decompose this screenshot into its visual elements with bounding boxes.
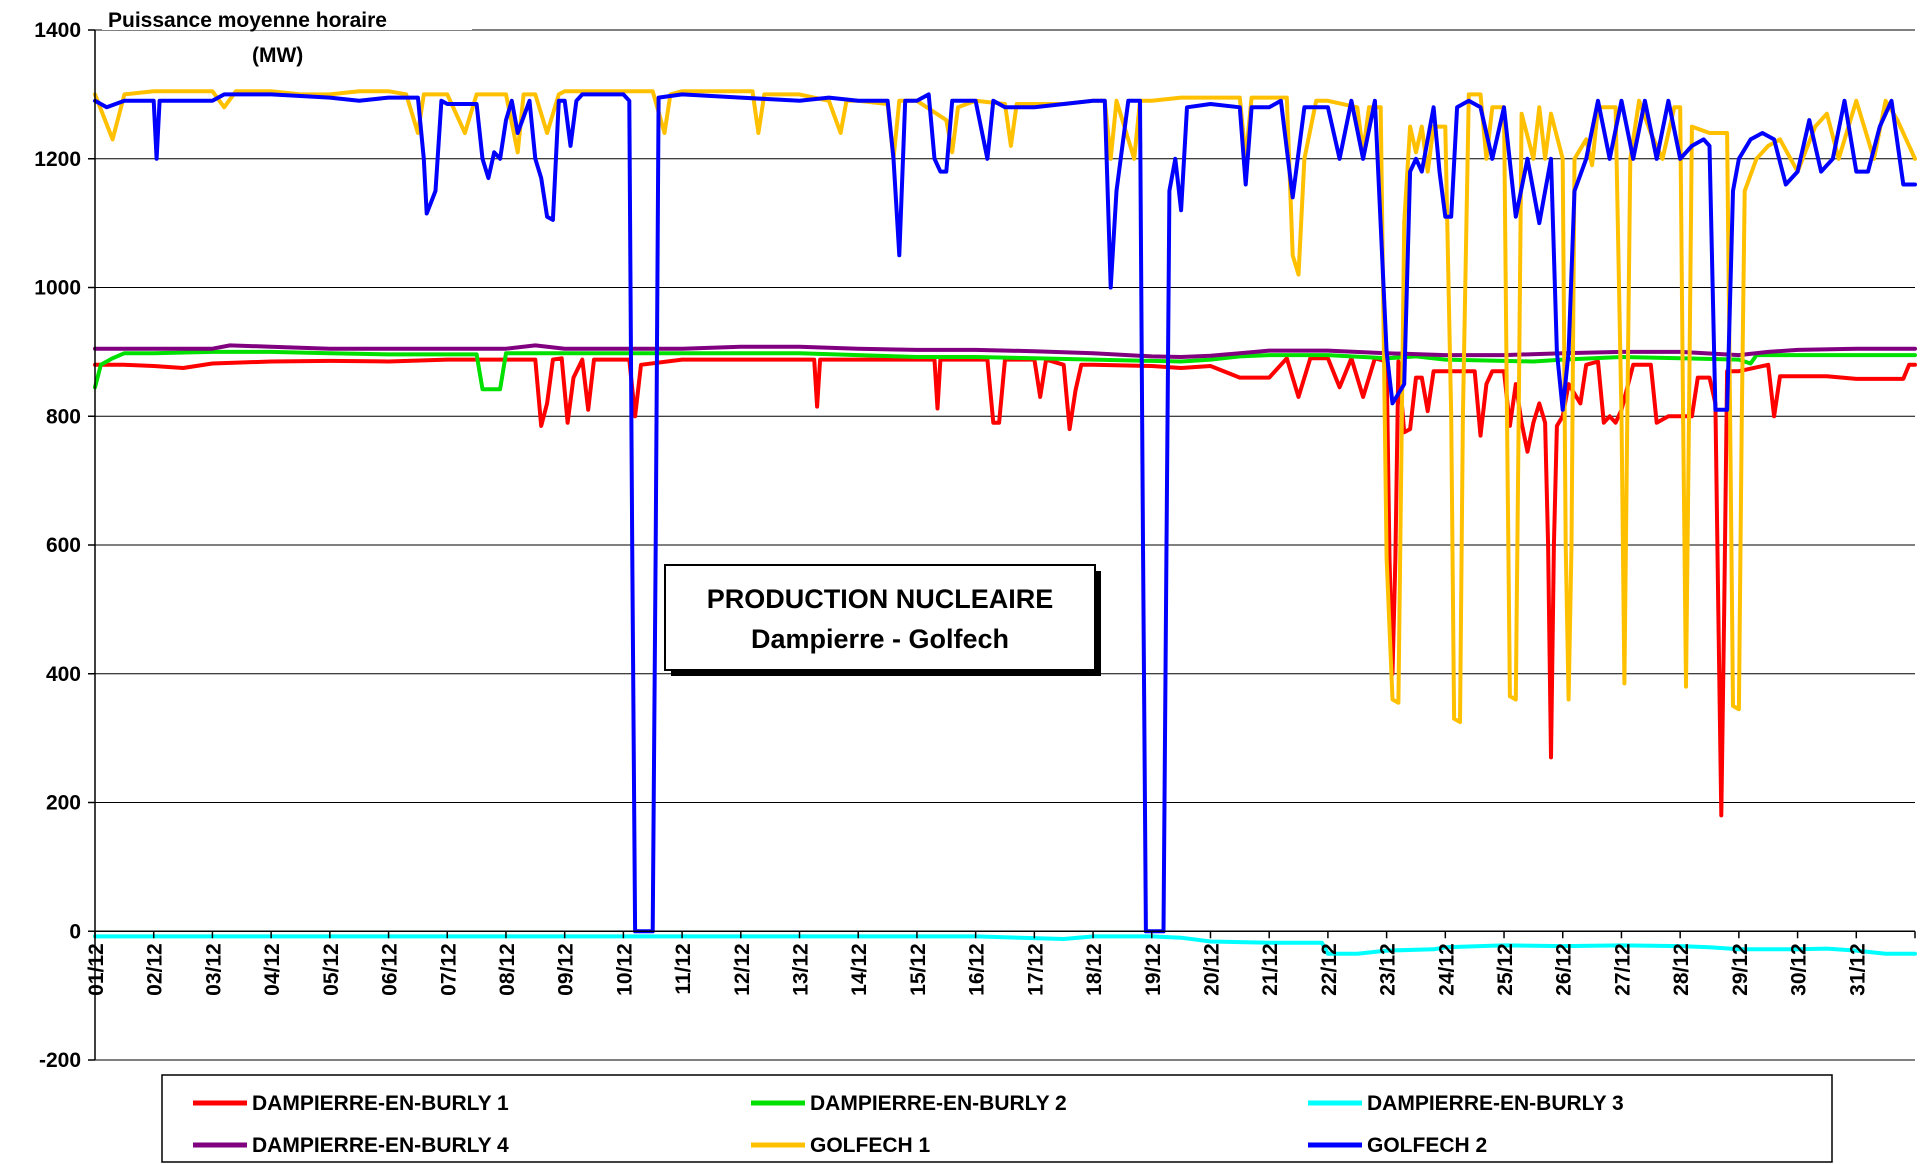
y-tick-label: 200 [46,792,81,815]
y-axis-title: Puissance moyenne horaire (MW) [102,8,472,67]
x-tick-label: 03/12 [202,943,225,996]
y-tick-label: 1200 [34,148,81,171]
x-tick-label: 27/12 [1611,943,1634,996]
x-tick-label: 16/12 [966,943,989,996]
x-tick-label: 28/12 [1670,943,1693,996]
series-line [93,92,1917,934]
legend-label: DAMPIERRE-EN-BURLY 3 [1367,1092,1624,1115]
series-line [93,89,1917,724]
legend-frame [161,1074,1833,1163]
x-tick-label: 12/12 [731,943,754,996]
x-tick-label: 25/12 [1494,943,1517,996]
x-tick-label: 04/12 [261,943,284,996]
x-tick-label: 31/12 [1846,943,1869,996]
legend-entry: DAMPIERRE-EN-BURLY 3 [1308,1092,1624,1115]
y-axis-title-line2: (MW) [252,44,303,67]
x-tick-label: 20/12 [1200,943,1223,996]
x-tick-label: 24/12 [1435,943,1458,996]
legend: DAMPIERRE-EN-BURLY 1 DAMPIERRE-EN-BURLY 2… [161,1074,1833,1163]
legend-label: GOLFECH 2 [1367,1134,1487,1157]
x-tick-label: 22/12 [1318,943,1341,996]
y-tick-label: 0 [69,920,81,943]
y-axis-title-background [102,8,472,30]
series-line [93,349,1917,392]
legend-entry: GOLFECH 1 [751,1134,930,1157]
y-tick-label: 600 [46,534,81,557]
x-tick-label: 11/12 [672,943,695,994]
y-tick-label: 1400 [34,19,81,42]
legend-label: GOLFECH 1 [810,1134,930,1157]
x-tick-label: 18/12 [1083,943,1106,996]
legend-entry: DAMPIERRE-EN-BURLY 2 [751,1092,1067,1115]
x-tick-label: 26/12 [1553,943,1576,996]
x-tick-label: 06/12 [379,943,402,996]
legend-entry: DAMPIERRE-EN-BURLY 4 [193,1134,509,1157]
y-tick-labels: -200 0 200 400 600 800 1000 1200 1400 [34,19,81,1072]
x-tick-label: 01/12 [85,943,108,996]
y-tick-label: 1000 [34,277,81,300]
x-tick-label: 02/12 [144,943,167,996]
x-tick-label: 29/12 [1729,943,1752,996]
legend-label: DAMPIERRE-EN-BURLY 4 [252,1134,509,1157]
x-tick-label: 30/12 [1788,943,1811,996]
y-tick-label: -200 [39,1049,81,1072]
x-tick-labels: 01/12 02/12 03/12 04/12 05/12 06/12 07/12 08/12… [85,943,1869,996]
chart-title: PRODUCTION NUCLEAIRE [707,584,1054,614]
x-tick-label: 14/12 [848,943,871,996]
x-tick-label: 21/12 [1259,943,1282,996]
x-tick-label: 23/12 [1377,943,1400,996]
y-axis-title-line1: Puissance moyenne horaire [108,9,387,32]
x-tick-label: 15/12 [907,943,930,996]
axes [88,29,1916,1061]
legend-entry: GOLFECH 2 [1308,1134,1487,1157]
x-tick-label: 17/12 [1024,943,1047,996]
x-tick-label: 19/12 [1142,943,1165,996]
x-tick-label: 05/12 [320,943,343,996]
x-tick-label: 10/12 [613,943,636,996]
chart-subtitle: Dampierre - Golfech [751,624,1009,654]
chart-title-frame [664,564,1096,671]
x-tick-label: 09/12 [555,943,578,996]
legend-entry: DAMPIERRE-EN-BURLY 1 [193,1092,509,1115]
chart-title-box: PRODUCTION NUCLEAIRE Dampierre - Golfech [664,564,1101,676]
x-tick-label: 08/12 [496,943,519,996]
y-tick-label: 800 [46,405,81,428]
legend-label: DAMPIERRE-EN-BURLY 1 [252,1092,509,1115]
y-tick-label: 400 [46,663,81,686]
legend-label: DAMPIERRE-EN-BURLY 2 [810,1092,1067,1115]
x-tick-label: 07/12 [437,943,460,996]
x-tick-label: 13/12 [790,943,813,996]
